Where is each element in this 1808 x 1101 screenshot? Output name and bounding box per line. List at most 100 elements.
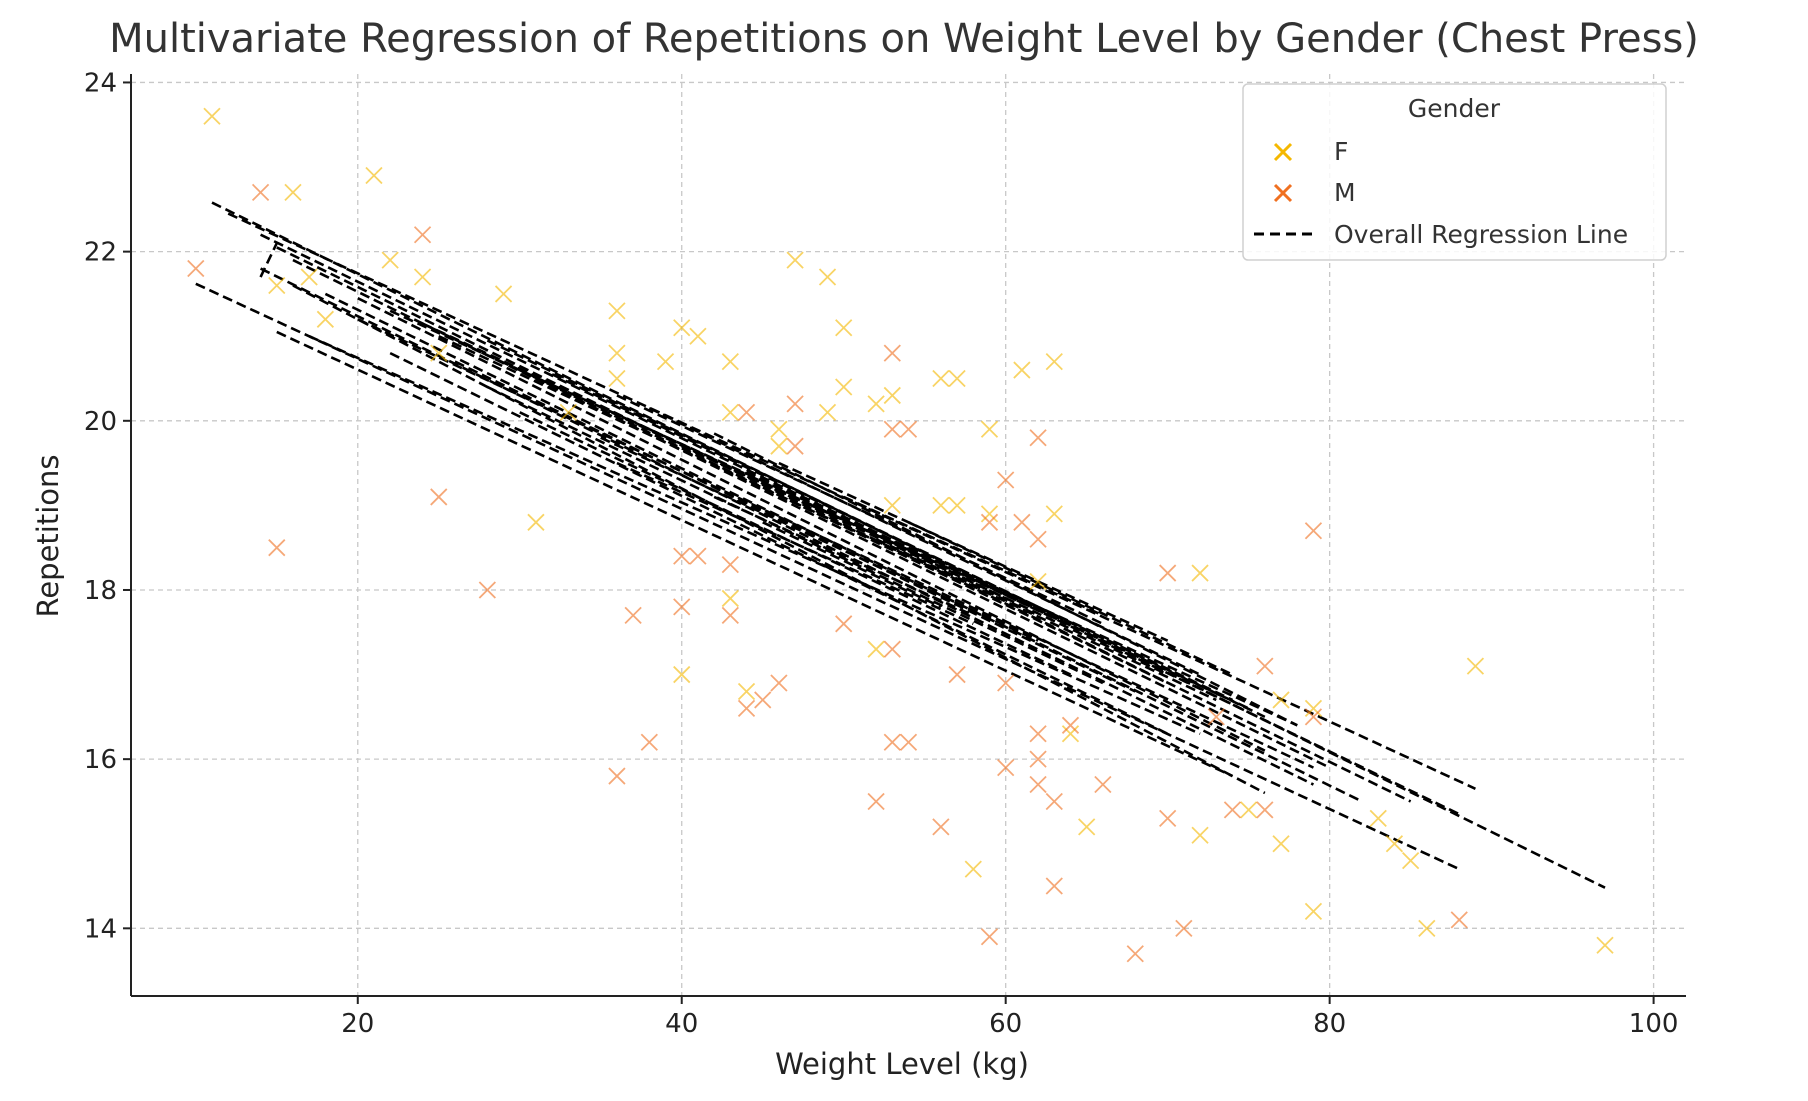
point-m-47 bbox=[1159, 809, 1177, 828]
point-m-16 bbox=[754, 691, 772, 709]
point-f-9 bbox=[608, 302, 626, 320]
point-f-44 bbox=[1240, 801, 1258, 819]
y-tick-label-3: 20 bbox=[84, 407, 117, 437]
point-f-11 bbox=[656, 352, 675, 371]
point-f-18 bbox=[835, 319, 853, 337]
regression-line-38 bbox=[259, 242, 278, 278]
point-f-26 bbox=[1045, 352, 1063, 371]
point-f-51 bbox=[1304, 902, 1323, 921]
point-m-13 bbox=[721, 606, 739, 624]
y-axis-label: Repetitions bbox=[31, 454, 65, 617]
y-tick-label-1: 16 bbox=[84, 745, 117, 775]
regression-line-21 bbox=[551, 373, 1234, 702]
x-tick-label-3: 80 bbox=[1313, 1009, 1346, 1039]
point-m-34 bbox=[997, 674, 1015, 692]
point-f-36 bbox=[721, 589, 739, 608]
point-f-25 bbox=[1013, 361, 1031, 379]
point-m-2 bbox=[413, 226, 432, 244]
point-m-8 bbox=[608, 767, 626, 785]
regression-line-25 bbox=[600, 436, 1039, 642]
point-m-12 bbox=[721, 555, 739, 574]
point-m-4 bbox=[430, 488, 448, 506]
point-f-43 bbox=[1191, 826, 1209, 844]
point-f-15 bbox=[721, 403, 739, 421]
point-m-52 bbox=[1304, 522, 1323, 540]
point-f-54 bbox=[1596, 936, 1614, 954]
point-f-8 bbox=[494, 285, 513, 303]
regression-line-22 bbox=[583, 398, 1169, 676]
point-f-28 bbox=[770, 437, 788, 455]
chart-title: Multivariate Regression of Repetitions o… bbox=[109, 16, 1699, 62]
point-f-30 bbox=[980, 505, 999, 523]
point-m-0 bbox=[187, 259, 205, 278]
point-m-3 bbox=[268, 539, 286, 557]
point-f-55 bbox=[964, 860, 982, 878]
point-f-57 bbox=[430, 344, 448, 362]
legend-entry-f: F bbox=[1334, 137, 1348, 166]
point-f-35 bbox=[527, 513, 545, 531]
point-f-4 bbox=[413, 268, 432, 286]
point-m-27 bbox=[899, 733, 918, 751]
point-f-27 bbox=[770, 420, 788, 438]
regression-line-34 bbox=[762, 521, 942, 609]
point-f-12 bbox=[673, 319, 691, 337]
point-f-6 bbox=[300, 268, 318, 286]
regression-line-29 bbox=[713, 432, 1298, 727]
point-m-54 bbox=[1450, 911, 1468, 929]
point-m-55 bbox=[1207, 708, 1225, 726]
point-m-33 bbox=[997, 758, 1015, 777]
point-m-23 bbox=[883, 420, 901, 438]
regression-line-26 bbox=[648, 406, 1201, 676]
regression-line-30 bbox=[745, 470, 1007, 600]
point-f-19 bbox=[835, 378, 853, 396]
axes bbox=[130, 74, 1686, 997]
legend: Gender F M Overall Regression Line bbox=[1242, 83, 1667, 261]
legend-marker-f bbox=[1273, 142, 1293, 162]
point-f-31 bbox=[1045, 505, 1063, 523]
point-m-26 bbox=[883, 733, 901, 751]
regression-line-6 bbox=[260, 267, 1315, 786]
regression-line-33 bbox=[810, 504, 1039, 609]
legend-entry-m: M bbox=[1334, 178, 1356, 207]
point-m-18 bbox=[786, 395, 804, 413]
point-f-24 bbox=[948, 369, 966, 388]
point-m-30 bbox=[980, 513, 999, 531]
point-f-41 bbox=[1061, 725, 1080, 743]
point-m-10 bbox=[673, 598, 691, 616]
point-f-3 bbox=[381, 251, 399, 269]
point-f-33 bbox=[948, 496, 966, 515]
point-m-48 bbox=[1175, 919, 1193, 937]
point-m-14 bbox=[737, 403, 756, 421]
regression-line-15 bbox=[389, 351, 1169, 735]
point-f-52 bbox=[1418, 919, 1436, 937]
point-m-32 bbox=[997, 471, 1015, 489]
point-f-39 bbox=[867, 640, 885, 658]
point-f-59 bbox=[1029, 572, 1047, 591]
tick-labels: 20 40 60 80 100 14 16 18 20 22 24 bbox=[84, 68, 1679, 1039]
legend-marker-m bbox=[1273, 183, 1293, 203]
regression-line-10 bbox=[276, 330, 1234, 778]
y-tick-label-2: 18 bbox=[84, 576, 117, 606]
point-m-35 bbox=[1013, 513, 1031, 531]
point-m-36 bbox=[1029, 429, 1047, 447]
legend-entry-regression: Overall Regression Line bbox=[1334, 220, 1628, 249]
point-f-29 bbox=[980, 420, 999, 438]
regression-line-16 bbox=[438, 335, 1217, 702]
point-f-1 bbox=[284, 183, 302, 202]
point-m-5 bbox=[478, 581, 496, 599]
point-m-6 bbox=[624, 606, 642, 624]
point-f-16 bbox=[786, 251, 804, 269]
point-f-22 bbox=[883, 386, 901, 405]
regression-line-4 bbox=[276, 246, 1412, 803]
regression-line-37 bbox=[907, 521, 1234, 676]
point-f-23 bbox=[932, 369, 950, 388]
point-m-15 bbox=[737, 699, 756, 718]
regression-line-5 bbox=[292, 258, 1331, 769]
point-m-44 bbox=[1094, 775, 1112, 794]
point-m-17 bbox=[770, 674, 788, 692]
point-f-46 bbox=[1272, 691, 1290, 709]
regression-line-9 bbox=[357, 296, 1266, 752]
point-m-42 bbox=[1045, 877, 1063, 895]
x-tick-label-1: 40 bbox=[665, 1009, 698, 1039]
